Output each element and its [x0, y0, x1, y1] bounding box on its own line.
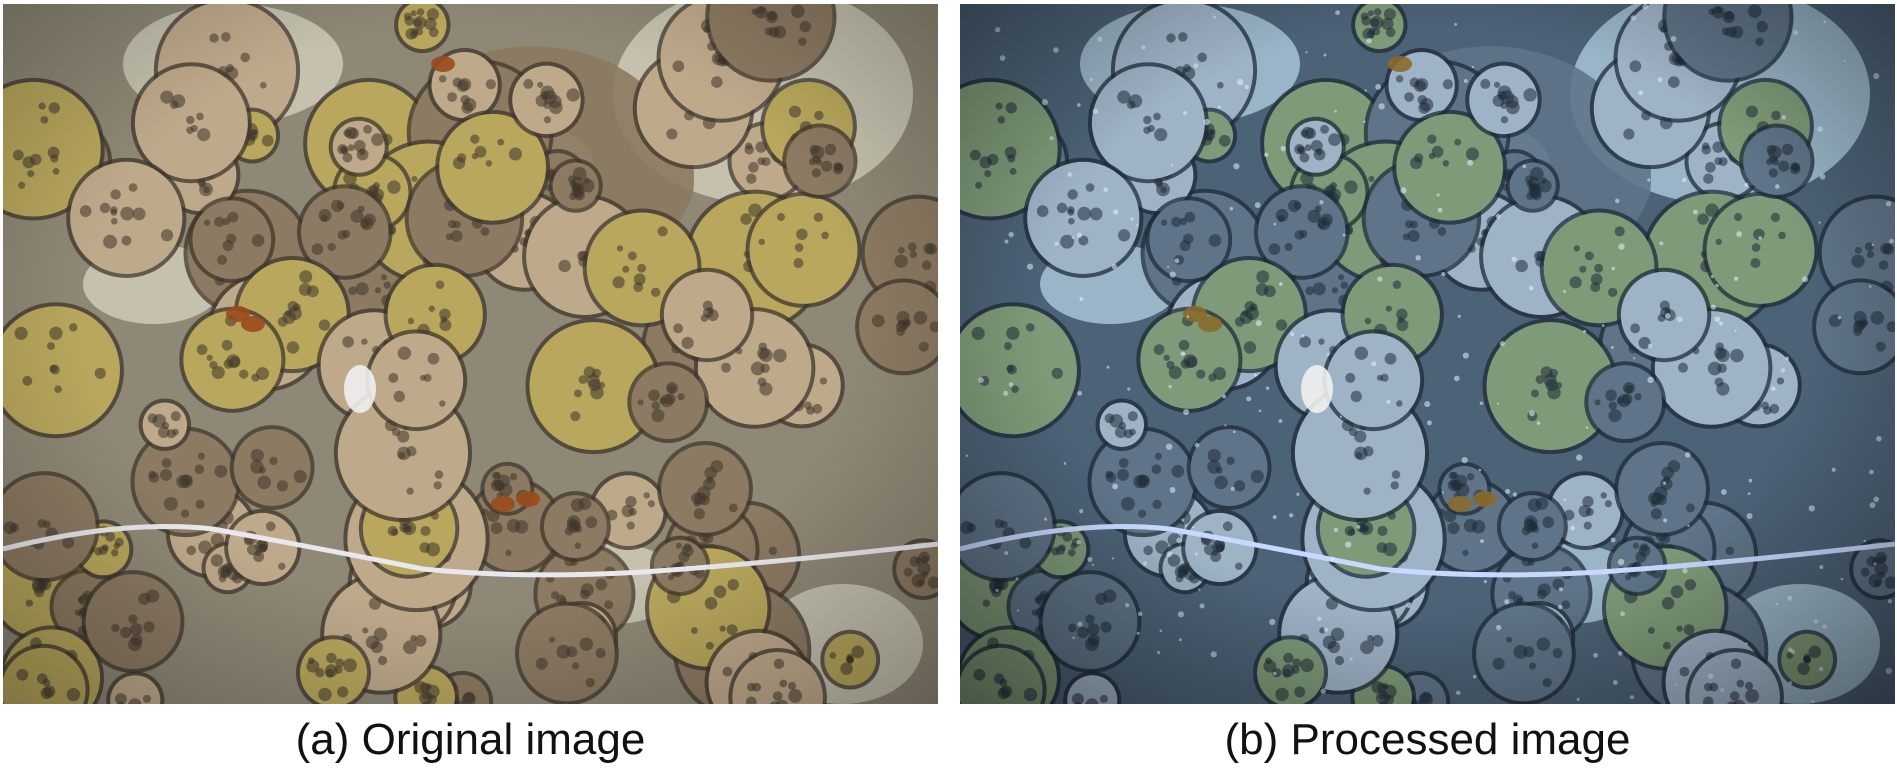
processed-image-panel: [960, 4, 1895, 704]
processed-image-caption: (b) Processed image: [1224, 715, 1631, 764]
original-image-panel: [3, 4, 938, 704]
processed-coral-reef-photo: [960, 4, 1895, 704]
original-image-caption: (a) Original image: [295, 715, 646, 764]
original-coral-reef-photo: [3, 4, 938, 704]
